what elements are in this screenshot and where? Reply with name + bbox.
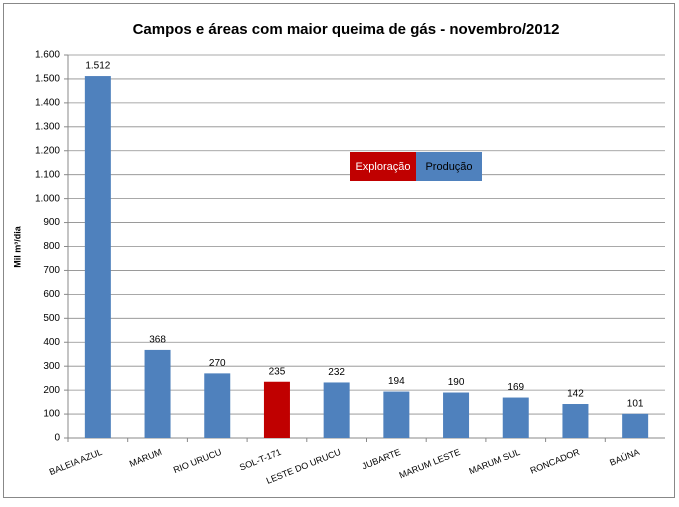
- y-tick-label: 400: [43, 337, 60, 348]
- y-tick-label: 300: [43, 361, 60, 372]
- y-tick-label: 900: [43, 217, 60, 228]
- chart-title: Campos e áreas com maior queima de gás -…: [133, 21, 560, 38]
- bar: [263, 381, 290, 438]
- data-label: 194: [388, 376, 405, 387]
- data-label: 169: [507, 382, 524, 393]
- data-label: 270: [209, 358, 226, 369]
- legend-label: Exploração: [355, 161, 410, 173]
- bar: [443, 392, 470, 438]
- data-label: 235: [269, 366, 286, 377]
- y-tick-label: 0: [54, 433, 60, 444]
- y-tick-label: 1.100: [35, 169, 60, 180]
- data-label: 142: [567, 389, 584, 400]
- data-label: 232: [328, 367, 345, 378]
- y-tick-label: 700: [43, 265, 60, 276]
- y-tick-label: 1.200: [35, 145, 60, 156]
- y-tick-label: 800: [43, 241, 60, 252]
- bar: [622, 413, 649, 438]
- bar: [204, 373, 231, 438]
- y-tick-label: 600: [43, 289, 60, 300]
- y-tick-label: 1.400: [35, 98, 60, 109]
- bar: [502, 397, 529, 438]
- bar: [383, 391, 410, 438]
- y-tick-label: 1.600: [35, 50, 60, 61]
- data-label: 368: [149, 335, 166, 346]
- y-tick-label: 1.000: [35, 193, 60, 204]
- y-tick-label: 200: [43, 385, 60, 396]
- y-tick-label: 1.500: [35, 74, 60, 85]
- data-label: 190: [448, 377, 465, 388]
- y-axis-label: Mil m³/dia: [12, 225, 22, 267]
- bar: [84, 76, 111, 438]
- legend-swatch: [350, 152, 416, 181]
- legend-swatch: [416, 152, 482, 181]
- y-tick-label: 100: [43, 409, 60, 420]
- y-tick-label: 500: [43, 313, 60, 324]
- legend-label: Produção: [425, 161, 472, 173]
- bar: [562, 404, 589, 438]
- data-label: 1.512: [85, 61, 110, 72]
- y-tick-label: 1.300: [35, 121, 60, 132]
- data-label: 101: [627, 398, 644, 409]
- bar: [323, 382, 350, 438]
- bar: [144, 349, 171, 438]
